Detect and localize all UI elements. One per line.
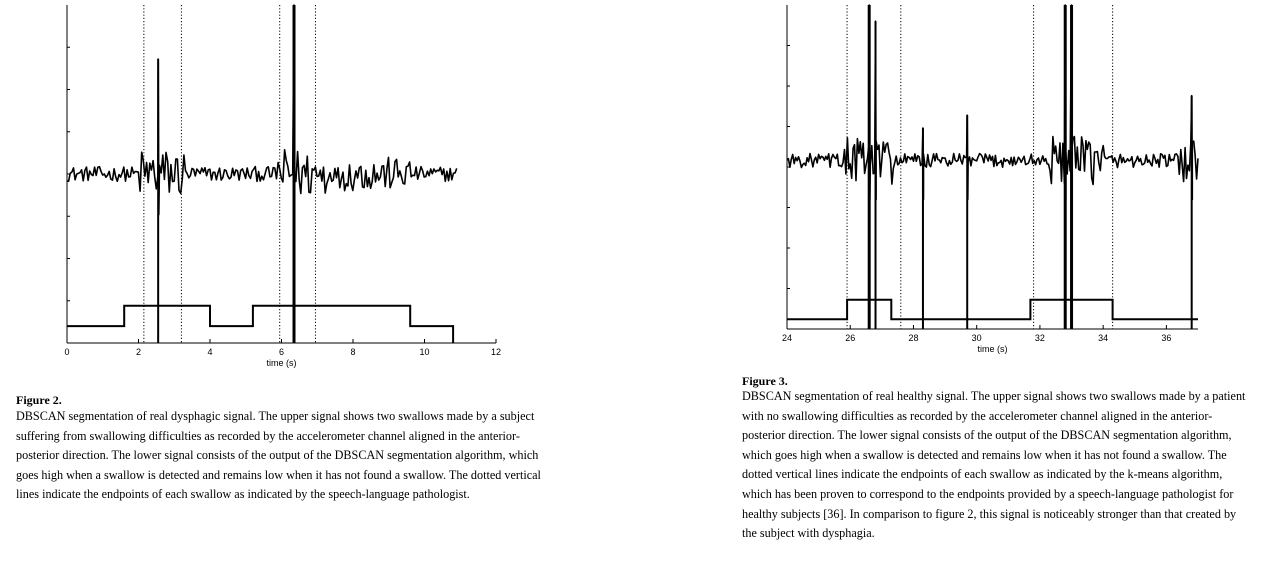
figure-2-x-tick-label: 10 [419, 347, 429, 357]
figure-3-x-tick-label: 34 [1098, 333, 1108, 343]
figure-3-x-tick-label: 30 [972, 333, 982, 343]
figure-3-accelerometer-signal [786, 4, 1199, 201]
figure-3-x-tick-label: 32 [1035, 333, 1045, 343]
figure-2-x-tick-label: 6 [279, 347, 284, 357]
figure-3-panel: 24 26 28 30 32 34 36 time (s) Figure 3. DBSCAN … [720, 0, 1272, 568]
figure-3-x-axis-title: time (s) [978, 344, 1008, 354]
figure-2-x-tick-label: 4 [207, 347, 212, 357]
figure-2-x-axis-title: time (s) [267, 358, 297, 368]
figure-3-chart: 24 26 28 30 32 34 36 time (s) [782, 4, 1199, 354]
figure-3-caption: DBSCAN segmentation of real healthy sign… [742, 389, 1246, 541]
figure-3-x-tick-label: 28 [908, 333, 918, 343]
figure-2-caption: DBSCAN segmentation of real dysphagic si… [16, 409, 541, 502]
figure-2-segmentation-output [67, 304, 455, 343]
figure-3-label: Figure 3. [742, 374, 788, 388]
figure-3-x-tick-label: 36 [1161, 333, 1171, 343]
figure-2-chart: 0 2 4 6 8 10 12 time (s) [64, 4, 501, 368]
figure-2-label: Figure 2. [16, 393, 62, 407]
figure-2-accelerometer-signal [66, 4, 458, 216]
figure-2-x-tick-label: 2 [136, 347, 141, 357]
figure-3-x-tick-label: 26 [845, 333, 855, 343]
figure-3-x-tick-label: 24 [782, 333, 792, 343]
figure-2-panel: 0 2 4 6 8 10 12 time (s) Figure 2. DBSCAN segme… [0, 0, 560, 568]
figure-3-segmentation-output [787, 298, 1198, 321]
figure-2-x-tick-label: 12 [491, 347, 501, 357]
figure-2-x-tick-label: 8 [350, 347, 355, 357]
figure-2-x-tick-label: 0 [64, 347, 69, 357]
